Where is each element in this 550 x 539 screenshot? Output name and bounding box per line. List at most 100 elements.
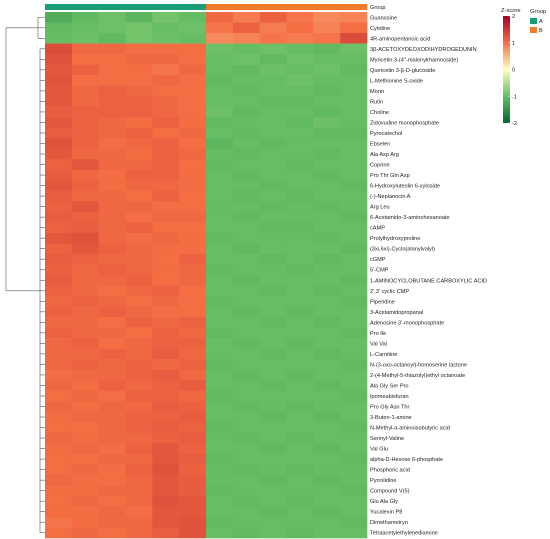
heatmap-cell — [125, 306, 153, 318]
heatmap-cell — [152, 201, 180, 213]
row-label: 6-Acetamido-3-aminohexanoate — [370, 215, 450, 221]
heatmap-cell — [125, 138, 153, 150]
heatmap-cell — [232, 285, 260, 297]
heatmap-cell — [125, 127, 153, 139]
heatmap-cell — [340, 64, 368, 76]
heatmap-cell — [286, 243, 314, 255]
heatmap-cell — [340, 411, 368, 423]
colorbar-tick-label: 0 — [512, 68, 515, 74]
heatmap-cell — [286, 474, 314, 486]
heatmap-cell — [71, 54, 99, 65]
row-label: Ebselen — [370, 142, 390, 148]
heatmap-cell — [98, 22, 126, 34]
heatmap-cell — [179, 222, 207, 234]
heatmap-cell — [71, 43, 99, 55]
heatmap-cell — [71, 243, 99, 255]
heatmap-cell — [179, 453, 207, 465]
heatmap-cell — [286, 54, 314, 65]
heatmap-cell — [313, 148, 341, 160]
heatmap-cell — [340, 106, 368, 118]
heatmap-cell — [125, 222, 153, 234]
heatmap-cell — [206, 232, 234, 244]
heatmap-cell — [259, 33, 287, 44]
heatmap-cell — [259, 369, 287, 381]
heatmap-cell — [45, 117, 73, 129]
heatmap-cell — [206, 327, 234, 339]
heatmap-cell — [152, 138, 180, 150]
heatmap-cell — [71, 138, 99, 150]
heatmap-cell — [232, 432, 260, 444]
heatmap-cell — [71, 201, 99, 213]
heatmap-cell — [98, 338, 126, 349]
heatmap-cell — [179, 348, 207, 360]
row-label: Val Glu — [370, 447, 388, 453]
colorbar-tick-label: -2 — [512, 121, 517, 127]
heatmap-cell — [179, 190, 207, 202]
heatmap-cell — [232, 338, 260, 349]
heatmap-cell — [206, 338, 234, 349]
heatmap-cell — [232, 506, 260, 518]
heatmap-cell — [232, 43, 260, 55]
heatmap-cell — [232, 527, 260, 539]
group-bar-cell — [71, 4, 99, 10]
heatmap-cell — [206, 264, 234, 276]
row-label: Ipomeabisfuran — [370, 394, 409, 400]
row-label: Zidovudine monophosphate — [370, 120, 439, 126]
heatmap-cell — [232, 243, 260, 255]
heatmap-cell — [313, 12, 341, 23]
heatmap-cell — [45, 159, 73, 171]
heatmap-cell — [71, 527, 99, 539]
row-label: L-Carnitine — [370, 352, 397, 358]
heatmap-cell — [98, 411, 126, 423]
heatmap-cell — [286, 401, 314, 413]
heatmap-cell — [206, 22, 234, 34]
group-bar-cell — [125, 4, 153, 10]
heatmap-cell — [179, 43, 207, 55]
heatmap-cell — [232, 64, 260, 76]
heatmap-cell — [286, 253, 314, 265]
heatmap-cell — [232, 474, 260, 486]
heatmap-cell — [45, 169, 73, 181]
heatmap-cell — [152, 285, 180, 297]
heatmap-cell — [98, 453, 126, 465]
heatmap-cell — [232, 253, 260, 265]
row-label: 2-(4-Methyl-5-thiazolyl)ethyl octanoate — [370, 373, 465, 379]
heatmap-cell — [340, 54, 368, 65]
heatmap-cell — [340, 75, 368, 86]
heatmap-cell — [152, 327, 180, 339]
heatmap-cell — [125, 232, 153, 244]
heatmap-cell — [340, 22, 368, 34]
heatmap-cell — [232, 516, 260, 528]
heatmap-cell — [45, 180, 73, 192]
heatmap-cell — [125, 453, 153, 465]
heatmap-cell — [71, 180, 99, 192]
heatmap-cell — [98, 117, 126, 129]
heatmap-cell — [98, 85, 126, 97]
heatmap-cell — [98, 516, 126, 528]
heatmap-cell — [71, 127, 99, 139]
heatmap-cell — [286, 327, 314, 339]
heatmap-cell — [206, 516, 234, 528]
group-bar-cell — [179, 4, 207, 10]
heatmap-cell — [152, 253, 180, 265]
heatmap-cell — [45, 516, 73, 528]
row-label: Val Val — [370, 341, 387, 347]
heatmap-cell — [206, 180, 234, 192]
heatmap-cell — [259, 296, 287, 307]
heatmap-cell — [152, 359, 180, 370]
heatmap-cell — [125, 422, 153, 434]
row-label: Pro Thr Gln Asp — [370, 173, 410, 179]
heatmap-cell — [259, 380, 287, 392]
heatmap-cell — [152, 117, 180, 129]
row-label: N-Methyl-a-aminoisobutyric acid — [370, 426, 450, 432]
heatmap-cell — [98, 190, 126, 202]
heatmap-cell — [98, 495, 126, 507]
heatmap-cell — [313, 159, 341, 171]
heatmap-cell — [45, 96, 73, 107]
heatmap-cell — [206, 495, 234, 507]
heatmap-cell — [340, 180, 368, 192]
row-label: Adenosine 3'-monophosphate — [370, 320, 444, 326]
heatmap-cell — [232, 275, 260, 286]
heatmap-cell — [286, 232, 314, 244]
heatmap-cell — [98, 527, 126, 539]
